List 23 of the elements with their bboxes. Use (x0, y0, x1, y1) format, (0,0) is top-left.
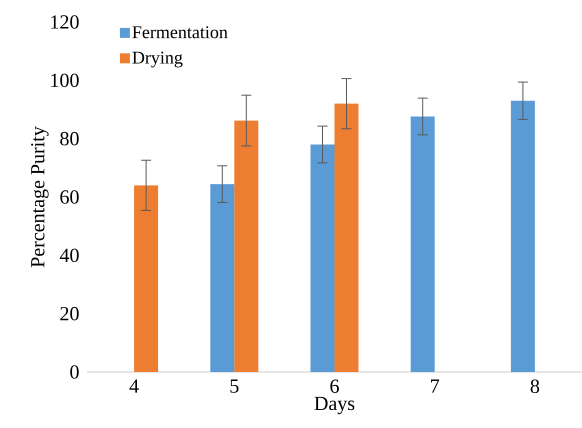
bar (410, 116, 435, 372)
y-tick-label: 100 (51, 74, 79, 88)
bar (310, 144, 334, 372)
bar (334, 104, 358, 372)
y-tick-label: 80 (60, 132, 79, 146)
bar (234, 120, 258, 372)
bar (510, 100, 535, 372)
x-tick-label: 8 (530, 380, 540, 394)
legend-label: Drying (132, 52, 183, 68)
y-tick-label: 0 (70, 365, 79, 379)
bar (210, 184, 234, 372)
x-axis-title: Days (314, 396, 354, 414)
y-tick-label: 120 (51, 15, 79, 29)
x-tick-label: 5 (230, 380, 239, 393)
y-axis-title: Percentage Purity (31, 126, 49, 268)
legend-label: Fermentation (132, 26, 228, 38)
y-tick-label: 20 (60, 306, 79, 320)
x-tick-label: 4 (129, 380, 139, 393)
y-tick-label: 60 (60, 190, 79, 204)
bar (134, 185, 158, 372)
x-tick-label: 7 (431, 380, 440, 393)
y-tick-label: 40 (60, 248, 79, 262)
x-tick-label: 6 (330, 380, 339, 393)
